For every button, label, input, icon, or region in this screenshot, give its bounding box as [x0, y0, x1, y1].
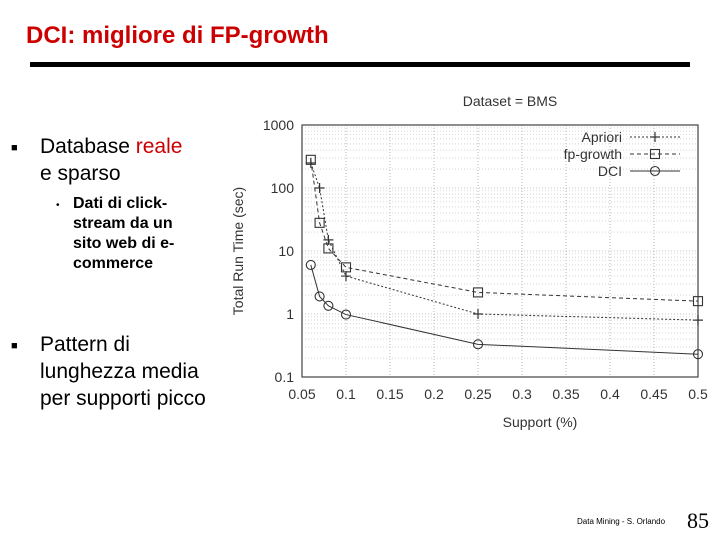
- x-tick-label: 0.05: [288, 386, 315, 402]
- runtime-chart: 0.05 0.1 0.15 0.2 0.25 0.3 0.35 0.4 0.45 0.50.111…: [230, 93, 708, 430]
- bullet-pattern-line2: lunghezza media: [40, 360, 199, 383]
- slide-title: DCI: migliore di FP-growth: [26, 22, 329, 49]
- y-tick-label: 1: [286, 306, 294, 322]
- bullet-pattern-line1: Pattern di: [40, 333, 130, 356]
- title-rule: [30, 62, 690, 67]
- data-point-fp-growth: [692, 296, 704, 307]
- series-line-dci: [310, 264, 699, 355]
- data-point-apriori: [341, 271, 351, 282]
- x-tick-label: 0.45: [640, 386, 667, 402]
- y-tick-label: 1000: [263, 117, 294, 133]
- data-point-apriori: [473, 309, 483, 319]
- data-point-fp-growth: [323, 243, 334, 254]
- series-line-fp-growth: [310, 159, 699, 302]
- data-point-fp-growth: [314, 217, 325, 228]
- y-axis-label: Total Run Time (sec): [230, 187, 246, 315]
- data-point-dci: [340, 309, 352, 320]
- y-tick-label: 0.1: [275, 369, 295, 385]
- x-tick-label: 0.1: [336, 386, 356, 402]
- chart-title: Dataset = BMS: [463, 93, 558, 109]
- bullet-database-text-2: e sparso: [40, 162, 121, 185]
- footer-author: Data Mining - S. Orlando: [577, 517, 666, 526]
- data-point-dci: [314, 291, 325, 302]
- x-tick-label: 0.25: [464, 386, 491, 402]
- bullet-square-icon: ■: [11, 142, 18, 154]
- x-tick-label: 0.4: [600, 386, 620, 402]
- legend-label-dci: DCI: [598, 163, 622, 179]
- bullet-pattern-line3: per supporti picco: [40, 387, 206, 410]
- bullet-database: Database reale e sparso: [40, 133, 230, 187]
- x-axis-label: Support (%): [503, 414, 578, 430]
- sub-bullet-dot-icon: •: [56, 200, 60, 211]
- data-point-fp-growth: [305, 154, 316, 165]
- page-number: 85: [687, 508, 709, 533]
- plot-frame: [301, 124, 699, 378]
- data-point-apriori: [314, 183, 325, 193]
- x-tick-label: 0.3: [512, 386, 532, 402]
- legend-label-fp-growth: fp-growth: [564, 146, 622, 162]
- x-tick-label: 0.5: [688, 386, 708, 402]
- legend-marker-dci: [649, 165, 661, 177]
- x-tick-label: 0.2: [424, 386, 444, 402]
- y-tick-label: 10: [278, 243, 294, 259]
- data-point-apriori: [323, 234, 334, 245]
- data-point-dci: [472, 339, 484, 350]
- bullet-database-text: Database: [40, 135, 136, 158]
- x-tick-label: 0.35: [552, 386, 579, 402]
- data-point-dci: [323, 300, 334, 311]
- legend-marker-apriori: [650, 132, 660, 142]
- series-line-apriori: [310, 162, 699, 321]
- bullet-database-highlight: reale: [135, 135, 183, 158]
- data-point-dci: [692, 349, 704, 360]
- bullet-pattern: Pattern di lunghezza media per supporti …: [40, 331, 230, 412]
- y-tick-label: 100: [271, 180, 295, 196]
- legend-marker-fp-growth: [649, 148, 661, 160]
- x-tick-label: 0.15: [376, 386, 403, 402]
- data-point-fp-growth: [340, 262, 352, 273]
- sub-bullet-clickstream: Dati di click-stream da un sito web di e…: [73, 195, 175, 272]
- bullet-square-icon-2: ■: [11, 340, 18, 352]
- data-point-fp-growth: [472, 287, 484, 298]
- legend-label-apriori: Apriori: [582, 129, 622, 145]
- data-point-apriori: [693, 315, 703, 326]
- data-point-dci: [305, 259, 316, 271]
